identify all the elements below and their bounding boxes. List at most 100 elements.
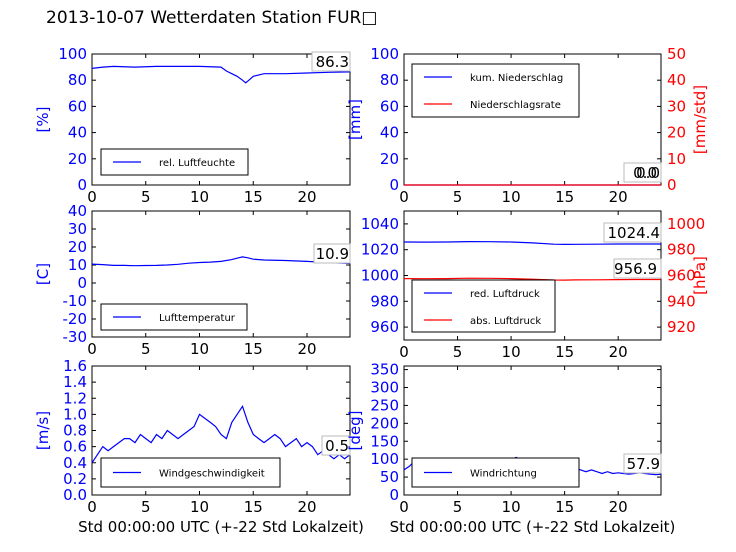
current-value-box <box>321 435 351 456</box>
y-tick-label: 100 <box>370 45 399 63</box>
legend-label: rel. Luftfeuchte <box>159 158 235 169</box>
x-tick-label: 10 <box>190 188 209 206</box>
x-tick-label: 10 <box>190 340 209 358</box>
current-value: 57.9 <box>627 455 660 473</box>
y2-tick-label: 50 <box>667 45 686 63</box>
y-tick-label: 0.4 <box>63 454 87 472</box>
y-tick-label: 40 <box>380 124 399 142</box>
legend-label: Windrichtung <box>470 469 537 480</box>
legend-label: Lufttemperatur <box>159 313 236 324</box>
chart-title: 2013-10-07 Wetterdaten Station FUR□ <box>46 8 378 28</box>
x-tick-label: 20 <box>609 343 628 361</box>
y2-tick-label: 940 <box>667 292 696 310</box>
y-tick-label: 100 <box>370 450 399 468</box>
x-axis-label: Std 00:00:00 UTC (+-22 Std Lokalzeit) <box>390 518 676 536</box>
y2-axis-label: [mm/std] <box>691 85 709 154</box>
y-tick-label: 1.6 <box>63 357 87 375</box>
x-tick-label: 15 <box>244 498 263 516</box>
current-value-box <box>603 222 662 243</box>
x-tick-label: 20 <box>297 340 316 358</box>
y-tick-label: 10 <box>68 256 87 274</box>
x-tick-label: 0 <box>87 340 97 358</box>
y-tick-label: 80 <box>380 71 399 89</box>
series-line-pressure-0 <box>403 240 661 246</box>
y-tick-label: 960 <box>370 318 399 336</box>
current-value2-box <box>613 258 662 279</box>
legend-label: Windgeschwindigkeit <box>159 469 265 480</box>
x-tick-label: 10 <box>190 498 209 516</box>
plot-frame <box>91 53 351 186</box>
y2-tick-label: 20 <box>667 124 686 142</box>
x-tick-label: 0 <box>399 498 409 516</box>
x-tick-label: 15 <box>244 188 263 206</box>
y-axis-label: [mm] <box>346 99 364 140</box>
y-tick-label: 0.6 <box>63 438 87 456</box>
y2-tick-label: 1000 <box>667 215 705 233</box>
chart-windspeed: 0 5 10 15 20 0.00.20.40.60.81.01.21.41.6 [m/s]… <box>34 357 364 536</box>
current-value: 10.9 <box>316 245 349 263</box>
x-tick-label: 0 <box>399 343 409 361</box>
series-line-temperature-0 <box>91 256 351 267</box>
current-value: 0.5 <box>325 437 349 455</box>
y-tick-label: 80 <box>68 71 87 89</box>
y-tick-label: 1.0 <box>63 405 87 423</box>
x-tick-label: 5 <box>453 343 463 361</box>
y-tick-label: 1000 <box>361 267 399 285</box>
y2-tick-label: 10 <box>667 150 686 168</box>
y2-tick-label: 960 <box>667 267 696 285</box>
y-tick-label: 0.0 <box>63 486 87 504</box>
current-value-2: 0.0 <box>633 164 657 182</box>
y-tick-label: 0.8 <box>63 422 87 440</box>
x-tick-label: 0 <box>87 188 97 206</box>
y-tick-label: 1.2 <box>63 389 87 407</box>
x-axis-label: Std 00:00:00 UTC (+-22 Std Lokalzeit) <box>78 518 364 536</box>
x-tick-label: 0 <box>399 188 409 206</box>
series-line-windspeed-0 <box>91 404 351 464</box>
legend-box <box>411 279 556 333</box>
y2-tick-label: 0 <box>667 176 677 194</box>
y-axis-label: [%] <box>34 107 52 133</box>
y-tick-label: 40 <box>68 202 87 220</box>
x-tick-label: 10 <box>502 343 521 361</box>
legend-box <box>411 63 580 118</box>
legend-label: kum. Niederschlag <box>470 73 563 84</box>
x-tick-label: 5 <box>141 498 151 516</box>
y-tick-label: 1.4 <box>63 373 87 391</box>
y-tick-label: 250 <box>370 396 399 414</box>
x-tick-label: 10 <box>502 498 521 516</box>
y-axis-label: [deg] <box>346 411 364 451</box>
current-value: 1024.4 <box>608 224 661 242</box>
y2-tick-label: 40 <box>667 71 686 89</box>
x-tick-label: 5 <box>141 188 151 206</box>
y-tick-label: 0 <box>389 176 399 194</box>
series-line-humidity-0 <box>91 65 351 84</box>
x-tick-label: 5 <box>453 498 463 516</box>
y-tick-label: 20 <box>380 150 399 168</box>
y-axis-label: [C] <box>34 263 52 285</box>
y-tick-label: 200 <box>370 414 399 432</box>
current-value-box <box>623 453 662 474</box>
x-tick-label: 15 <box>555 343 574 361</box>
y2-tick-label: 920 <box>667 318 696 336</box>
x-tick-label: 20 <box>297 498 316 516</box>
y-tick-label: 60 <box>380 97 399 115</box>
y-tick-label: 20 <box>68 150 87 168</box>
y2-axis-label: [hPa] <box>691 256 709 295</box>
y-tick-label: 50 <box>380 468 399 486</box>
current-value-box <box>313 243 351 264</box>
y-tick-label: -30 <box>63 328 88 346</box>
current-value: 0.0 <box>636 164 660 182</box>
y-tick-label: 300 <box>370 379 399 397</box>
y-tick-label: 350 <box>370 361 399 379</box>
x-tick-label: 20 <box>609 188 628 206</box>
legend-label: Niederschlagsrate <box>470 100 561 111</box>
plot-frame <box>403 365 662 496</box>
y2-tick-label: 30 <box>667 97 686 115</box>
legend-label: abs. Luftdruck <box>470 316 541 327</box>
y-tick-label: 20 <box>68 238 87 256</box>
x-tick-label: 20 <box>609 498 628 516</box>
y-tick-label: -10 <box>63 292 88 310</box>
x-tick-label: 5 <box>453 188 463 206</box>
